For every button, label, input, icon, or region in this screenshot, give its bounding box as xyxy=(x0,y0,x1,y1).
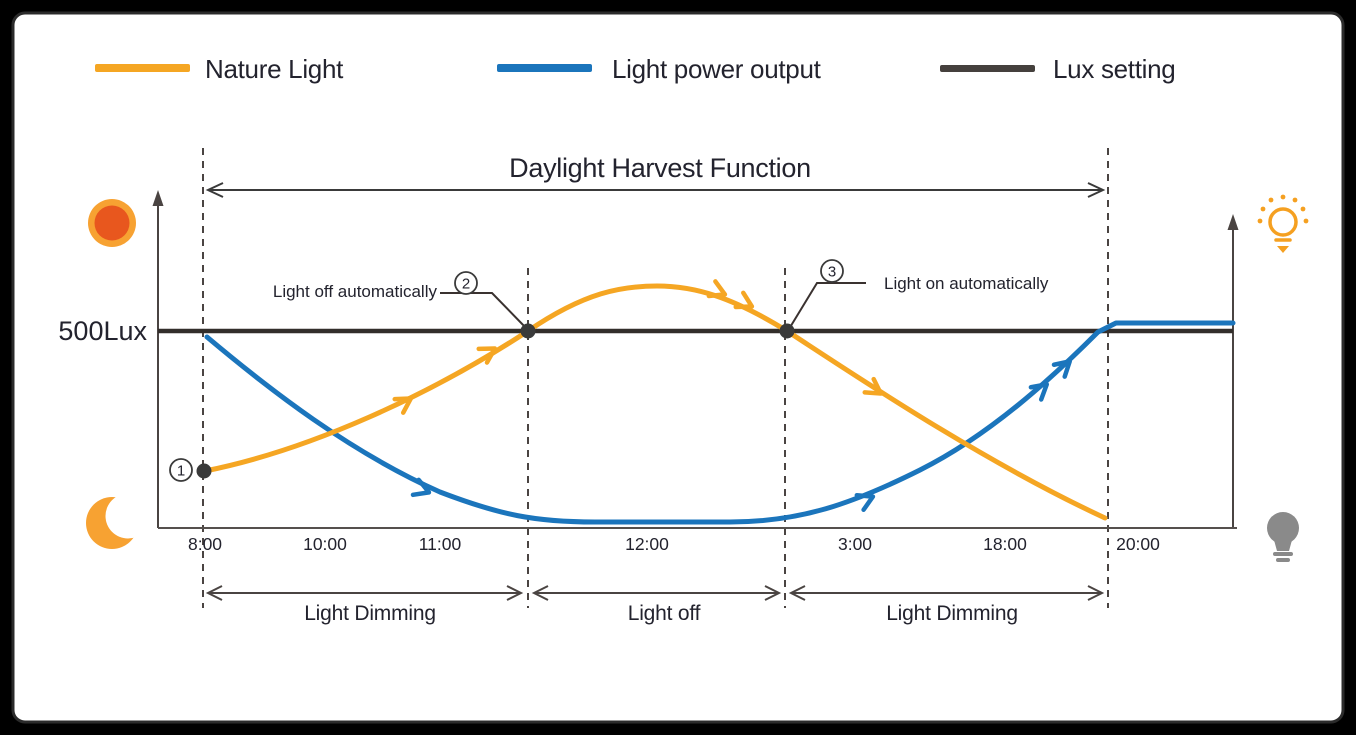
zone-label-dimming-1: Light Dimming xyxy=(304,602,436,625)
bulb-off-icon xyxy=(1267,512,1299,562)
tick-8am: 8:00 xyxy=(188,534,222,554)
legend-swatch-light-power xyxy=(497,64,592,72)
nature-light-flow-arrows xyxy=(392,279,884,415)
daylight-harvest-range-arrow xyxy=(205,182,1106,198)
bulb-glow-rays xyxy=(1257,194,1309,224)
light-power-flow-arrows xyxy=(410,359,1072,512)
legend-label-nature-light: Nature Light xyxy=(205,54,344,84)
callout-marker-2: 2 Light off automatically xyxy=(273,271,536,339)
zone-label-light-off: Light off xyxy=(628,602,701,625)
light-off-auto-label: Light off automatically xyxy=(273,282,438,301)
x-axis-tick-labels: 8:00 10:00 11:00 12:00 3:00 18:00 20:00 xyxy=(188,534,1160,554)
legend-item-light-power: Light power output xyxy=(497,54,822,84)
legend-item-lux-setting: Lux setting xyxy=(940,54,1176,84)
tick-3pm: 3:00 xyxy=(838,534,872,554)
nature-light-curve xyxy=(202,279,1108,521)
moon-icon xyxy=(86,493,151,549)
leader-line-3 xyxy=(788,282,866,330)
legend-swatch-nature-light xyxy=(95,64,190,72)
legend-label-light-power: Light power output xyxy=(612,54,822,84)
leader-line-2 xyxy=(440,292,528,330)
callout-marker-3: 3 Light on automatically xyxy=(779,259,1049,339)
tick-12pm: 12:00 xyxy=(625,534,669,554)
light-on-auto-label: Light on automatically xyxy=(884,274,1049,293)
marker-dot-3 xyxy=(779,323,795,339)
light-power-curve xyxy=(204,320,1236,525)
lux-threshold-label: 500Lux xyxy=(58,316,147,346)
zone-label-dimming-2: Light Dimming xyxy=(886,602,1018,625)
y-axis-left xyxy=(152,190,164,528)
legend-item-nature-light: Nature Light xyxy=(95,54,344,84)
tick-6pm: 18:00 xyxy=(983,534,1027,554)
marker-digit-2: 2 xyxy=(462,276,470,293)
chart-title: Daylight Harvest Function xyxy=(509,153,811,183)
bulb-on-icon xyxy=(1257,194,1309,253)
zone-light-dimming-morning: Light Dimming xyxy=(205,585,524,625)
marker-digit-3: 3 xyxy=(828,264,836,281)
tick-10am: 10:00 xyxy=(303,534,347,554)
sun-icon xyxy=(88,199,136,247)
marker-digit-1: 1 xyxy=(177,463,185,480)
zone-light-dimming-evening: Light Dimming xyxy=(788,585,1105,625)
legend: Nature Light Light power output Lux sett… xyxy=(95,54,1176,84)
callout-marker-1: 1 xyxy=(169,458,212,482)
zone-light-off: Light off xyxy=(531,585,782,625)
tick-11am: 11:00 xyxy=(419,534,462,554)
marker-dot-2 xyxy=(520,323,536,339)
legend-label-lux-setting: Lux setting xyxy=(1053,54,1175,84)
marker-dot-1 xyxy=(196,463,212,479)
tick-8pm: 20:00 xyxy=(1116,534,1160,554)
y-axis-right xyxy=(1227,214,1239,528)
legend-swatch-lux-setting xyxy=(940,65,1035,72)
